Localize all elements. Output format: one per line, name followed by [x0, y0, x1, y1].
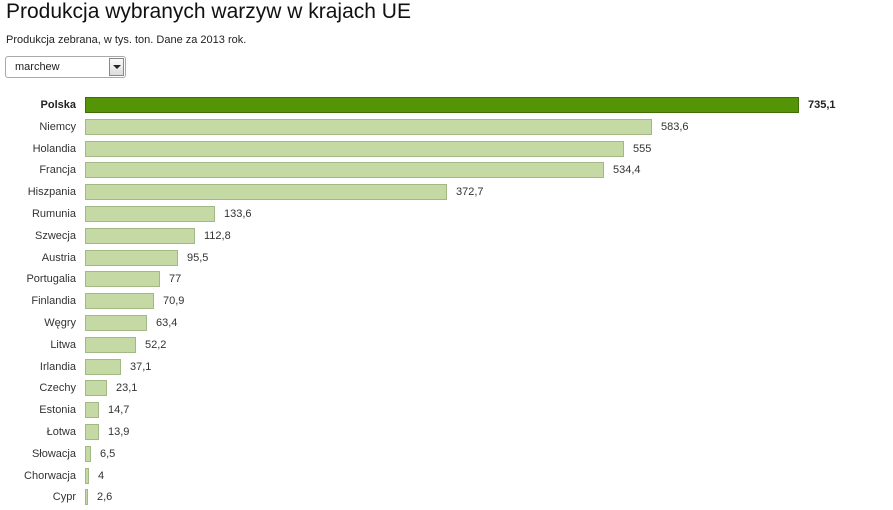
value-label: 77	[169, 273, 182, 286]
country-label: Portugalia	[26, 273, 76, 286]
bar[interactable]	[85, 489, 88, 506]
country-label: Szwecja	[35, 229, 76, 242]
value-label: 23,1	[116, 382, 138, 395]
bar[interactable]	[85, 336, 136, 353]
bar[interactable]	[85, 206, 215, 222]
country-label: Cypr	[52, 491, 76, 504]
bar-row[interactable]: Holandia 555	[0, 139, 893, 161]
bar-row[interactable]: Węgry 63,4	[0, 313, 893, 335]
bar[interactable]	[85, 467, 89, 484]
bar[interactable]	[85, 140, 624, 157]
bar-row[interactable]: Chorwacja 4	[0, 466, 893, 488]
bar-row[interactable]: Estonia 14,7	[0, 400, 893, 422]
country-label: Chorwacja	[24, 469, 76, 482]
bar-row[interactable]: Niemcy 583,6	[0, 117, 893, 139]
bar[interactable]	[85, 184, 447, 201]
country-label: Niemcy	[39, 120, 76, 133]
bar[interactable]	[85, 271, 160, 288]
page-subtitle: Produkcja zebrana, w tys. ton. Dane za 2…	[6, 34, 247, 46]
bar-row[interactable]: Austria 95,5	[0, 248, 893, 270]
vegetable-select[interactable]: marchew	[5, 56, 126, 78]
bar-row[interactable]: Finlandia 70,9	[0, 291, 893, 313]
select-value: marchew	[15, 61, 60, 73]
bar-row[interactable]: Słowacja 6,5	[0, 444, 893, 466]
country-label: Finlandia	[31, 295, 76, 308]
value-label: 6,5	[100, 447, 116, 460]
country-label: Austria	[41, 251, 76, 264]
country-label: Holandia	[32, 142, 76, 155]
value-label: 95,5	[187, 251, 209, 264]
country-label: Litwa	[50, 338, 76, 351]
value-label: 2,6	[97, 491, 113, 504]
bar[interactable]	[85, 315, 147, 331]
value-label: 14,7	[108, 404, 130, 417]
value-label: 112,8	[204, 229, 231, 242]
country-label: Łotwa	[46, 426, 76, 438]
page-title: Produkcja wybranych warzyw w krajach UE	[6, 0, 411, 23]
value-label: 52,2	[145, 338, 167, 351]
bar[interactable]	[85, 402, 99, 419]
bar[interactable]	[85, 445, 91, 462]
bar[interactable]	[85, 424, 99, 440]
bar[interactable]	[85, 249, 178, 266]
value-label: 555	[633, 142, 652, 155]
bar[interactable]	[85, 380, 107, 397]
value-label: 63,4	[156, 317, 178, 329]
bar-row[interactable]: Hiszpania 372,7	[0, 182, 893, 204]
country-label: Hiszpania	[27, 186, 76, 199]
country-label: Słowacja	[31, 447, 76, 460]
bar-row[interactable]: Czechy 23,1	[0, 378, 893, 400]
bar-row[interactable]: Szwecja 112,8	[0, 226, 893, 248]
country-label: Irlandia	[39, 360, 76, 373]
bar-row[interactable]: Polska 735,1	[0, 95, 893, 117]
bar-row[interactable]: Rumunia 133,6	[0, 204, 893, 226]
value-label: 4	[98, 469, 105, 482]
value-label: 13,9	[108, 426, 130, 438]
country-label: Polska	[40, 99, 76, 111]
value-label: 735,1	[808, 99, 836, 111]
country-label: Estonia	[39, 404, 76, 417]
value-label: 372,7	[456, 186, 484, 199]
country-label: Rumunia	[31, 208, 76, 220]
bar[interactable]	[85, 293, 154, 310]
bar[interactable]	[85, 227, 195, 244]
value-label: 133,6	[224, 208, 252, 220]
bar[interactable]	[85, 358, 121, 375]
country-label: Węgry	[44, 317, 76, 329]
bar-row[interactable]: Łotwa 13,9	[0, 422, 893, 444]
value-label: 583,6	[661, 120, 689, 133]
bar[interactable]	[85, 97, 799, 113]
bar[interactable]	[85, 118, 652, 135]
bar-row[interactable]: Francja 534,4	[0, 160, 893, 182]
bar-row[interactable]: Cypr 2,6	[0, 487, 893, 509]
bar-row[interactable]: Irlandia 37,1	[0, 357, 893, 379]
bar-row[interactable]: Portugalia 77	[0, 269, 893, 291]
value-label: 37,1	[130, 360, 152, 373]
country-label: Francja	[39, 164, 76, 177]
chevron-down-icon[interactable]	[109, 58, 124, 76]
country-label: Czechy	[39, 382, 76, 395]
value-label: 534,4	[613, 164, 641, 177]
bar[interactable]	[85, 162, 604, 179]
value-label: 70,9	[163, 295, 185, 308]
bar-row[interactable]: Litwa 52,2	[0, 335, 893, 357]
